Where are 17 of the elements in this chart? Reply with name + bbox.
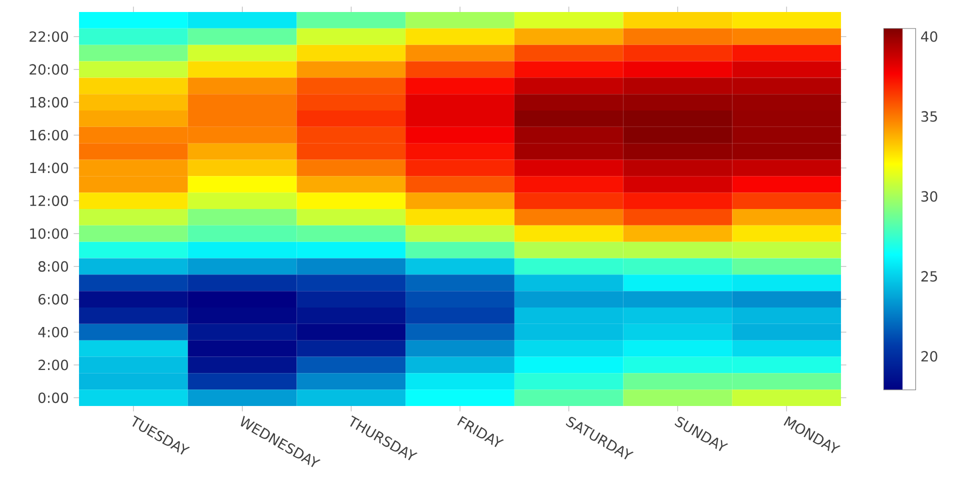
y-tick-label: 16:00 <box>30 130 68 140</box>
y-tick-label: 18:00 <box>30 96 68 108</box>
y-tick-label: 6:00 <box>38 294 68 305</box>
y-tick-label: 2:00 <box>38 360 68 370</box>
y-tick-label: 10:00 <box>30 228 68 239</box>
y-tick-label: 0:00 <box>38 392 68 404</box>
color-bar-label: 40 <box>921 31 938 42</box>
y-tick-label: 12:00 <box>30 195 68 206</box>
y-tick-label: 20:00 <box>30 64 68 75</box>
y-tick-label: 4:00 <box>38 326 68 338</box>
color-bar-label: 25 <box>921 271 937 282</box>
y-tick-label: 14:00 <box>30 162 68 174</box>
color-bar-label: 20 <box>921 351 938 362</box>
y-tick-label: 22:00 <box>30 31 68 42</box>
color-bar-label: 35 <box>921 111 937 122</box>
y-tick-label: 8:00 <box>38 261 68 272</box>
color-bar-label: 30 <box>921 191 938 202</box>
